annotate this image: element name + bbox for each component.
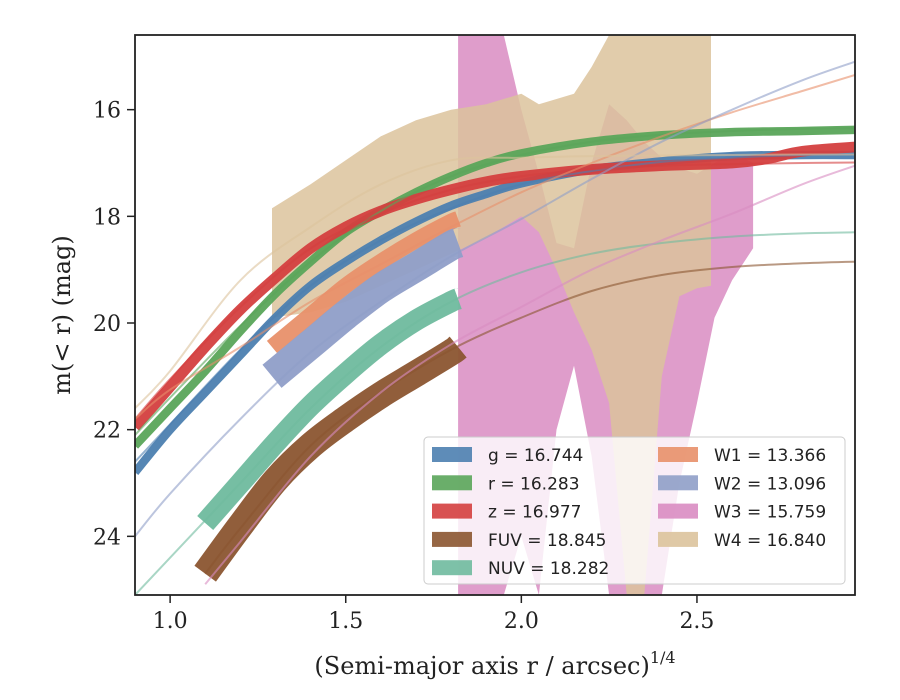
model-curve-w4: [135, 153, 855, 409]
y-tick-label: 16: [93, 99, 121, 124]
x-tick-label: 2.0: [504, 609, 539, 634]
legend-swatch-w1: [658, 447, 698, 462]
legend-label-w1: W1 = 13.366: [714, 446, 826, 466]
model-curve-fuv: [204, 260, 855, 575]
x-tick-label: 2.5: [679, 609, 714, 634]
legend-swatch-w2: [658, 475, 698, 491]
legend-swatch-fuv: [432, 531, 472, 547]
legend-label-fuv: FUV = 18.845: [488, 531, 606, 551]
band-fuv: [194, 336, 468, 582]
legend-label-r: r = 16.283: [488, 474, 580, 494]
legend-swatch-w4: [658, 531, 698, 547]
legend: g = 16.744 r = 16.283 z = 16.977 FUV = 18.8…: [423, 436, 846, 585]
x-axis: 1.0 1.5 2.0 2.5: [153, 595, 714, 634]
model-curve-w3: [204, 164, 855, 585]
legend-swatch-z: [432, 503, 472, 519]
legend-label-z: z = 16.977: [488, 503, 581, 523]
band-w1: [266, 211, 461, 354]
legend-swatch-w3: [658, 503, 698, 519]
legend-label-nuv: NUV = 18.282: [488, 559, 609, 579]
y-tick-label: 24: [93, 525, 121, 550]
band-w2: [262, 228, 464, 388]
x-tick-label: 1.0: [153, 609, 188, 634]
legend-label-w2: W2 = 13.096: [714, 474, 826, 494]
x-axis-label: (Semi-major axis r / arcsec)1/4: [314, 648, 675, 680]
legend-label-g: g = 16.744: [488, 446, 583, 466]
x-axis-label-text: (Semi-major axis r / arcsec): [314, 652, 649, 680]
model-layer: [135, 60, 855, 595]
y-axis-label: m(< r) (mag): [48, 235, 76, 394]
legend-box: [423, 436, 846, 585]
y-tick-label: 20: [93, 312, 121, 337]
model-curve-z: [135, 161, 855, 420]
legend-swatch-r: [432, 475, 472, 491]
model-curve-nuv: [135, 231, 855, 595]
band-w4: [272, 35, 711, 595]
model-curve-w1: [135, 74, 855, 420]
y-tick-label: 18: [93, 205, 121, 230]
model-curve-r: [135, 127, 855, 436]
legend-label-w4: W4 = 16.840: [714, 531, 826, 551]
x-tick-label: 1.5: [328, 609, 363, 634]
model-curve-w2: [135, 60, 855, 537]
legend-swatch-g: [432, 447, 472, 462]
x-axis-label-exponent: 1/4: [650, 648, 676, 667]
legend-swatch-nuv: [432, 560, 472, 576]
plot-frame: [134, 34, 856, 596]
y-tick-label: 22: [93, 419, 121, 444]
model-curve-g: [135, 153, 855, 463]
legend-label-w3: W3 = 15.759: [714, 503, 826, 523]
y-axis: 16 18 20 22 24: [93, 99, 135, 550]
